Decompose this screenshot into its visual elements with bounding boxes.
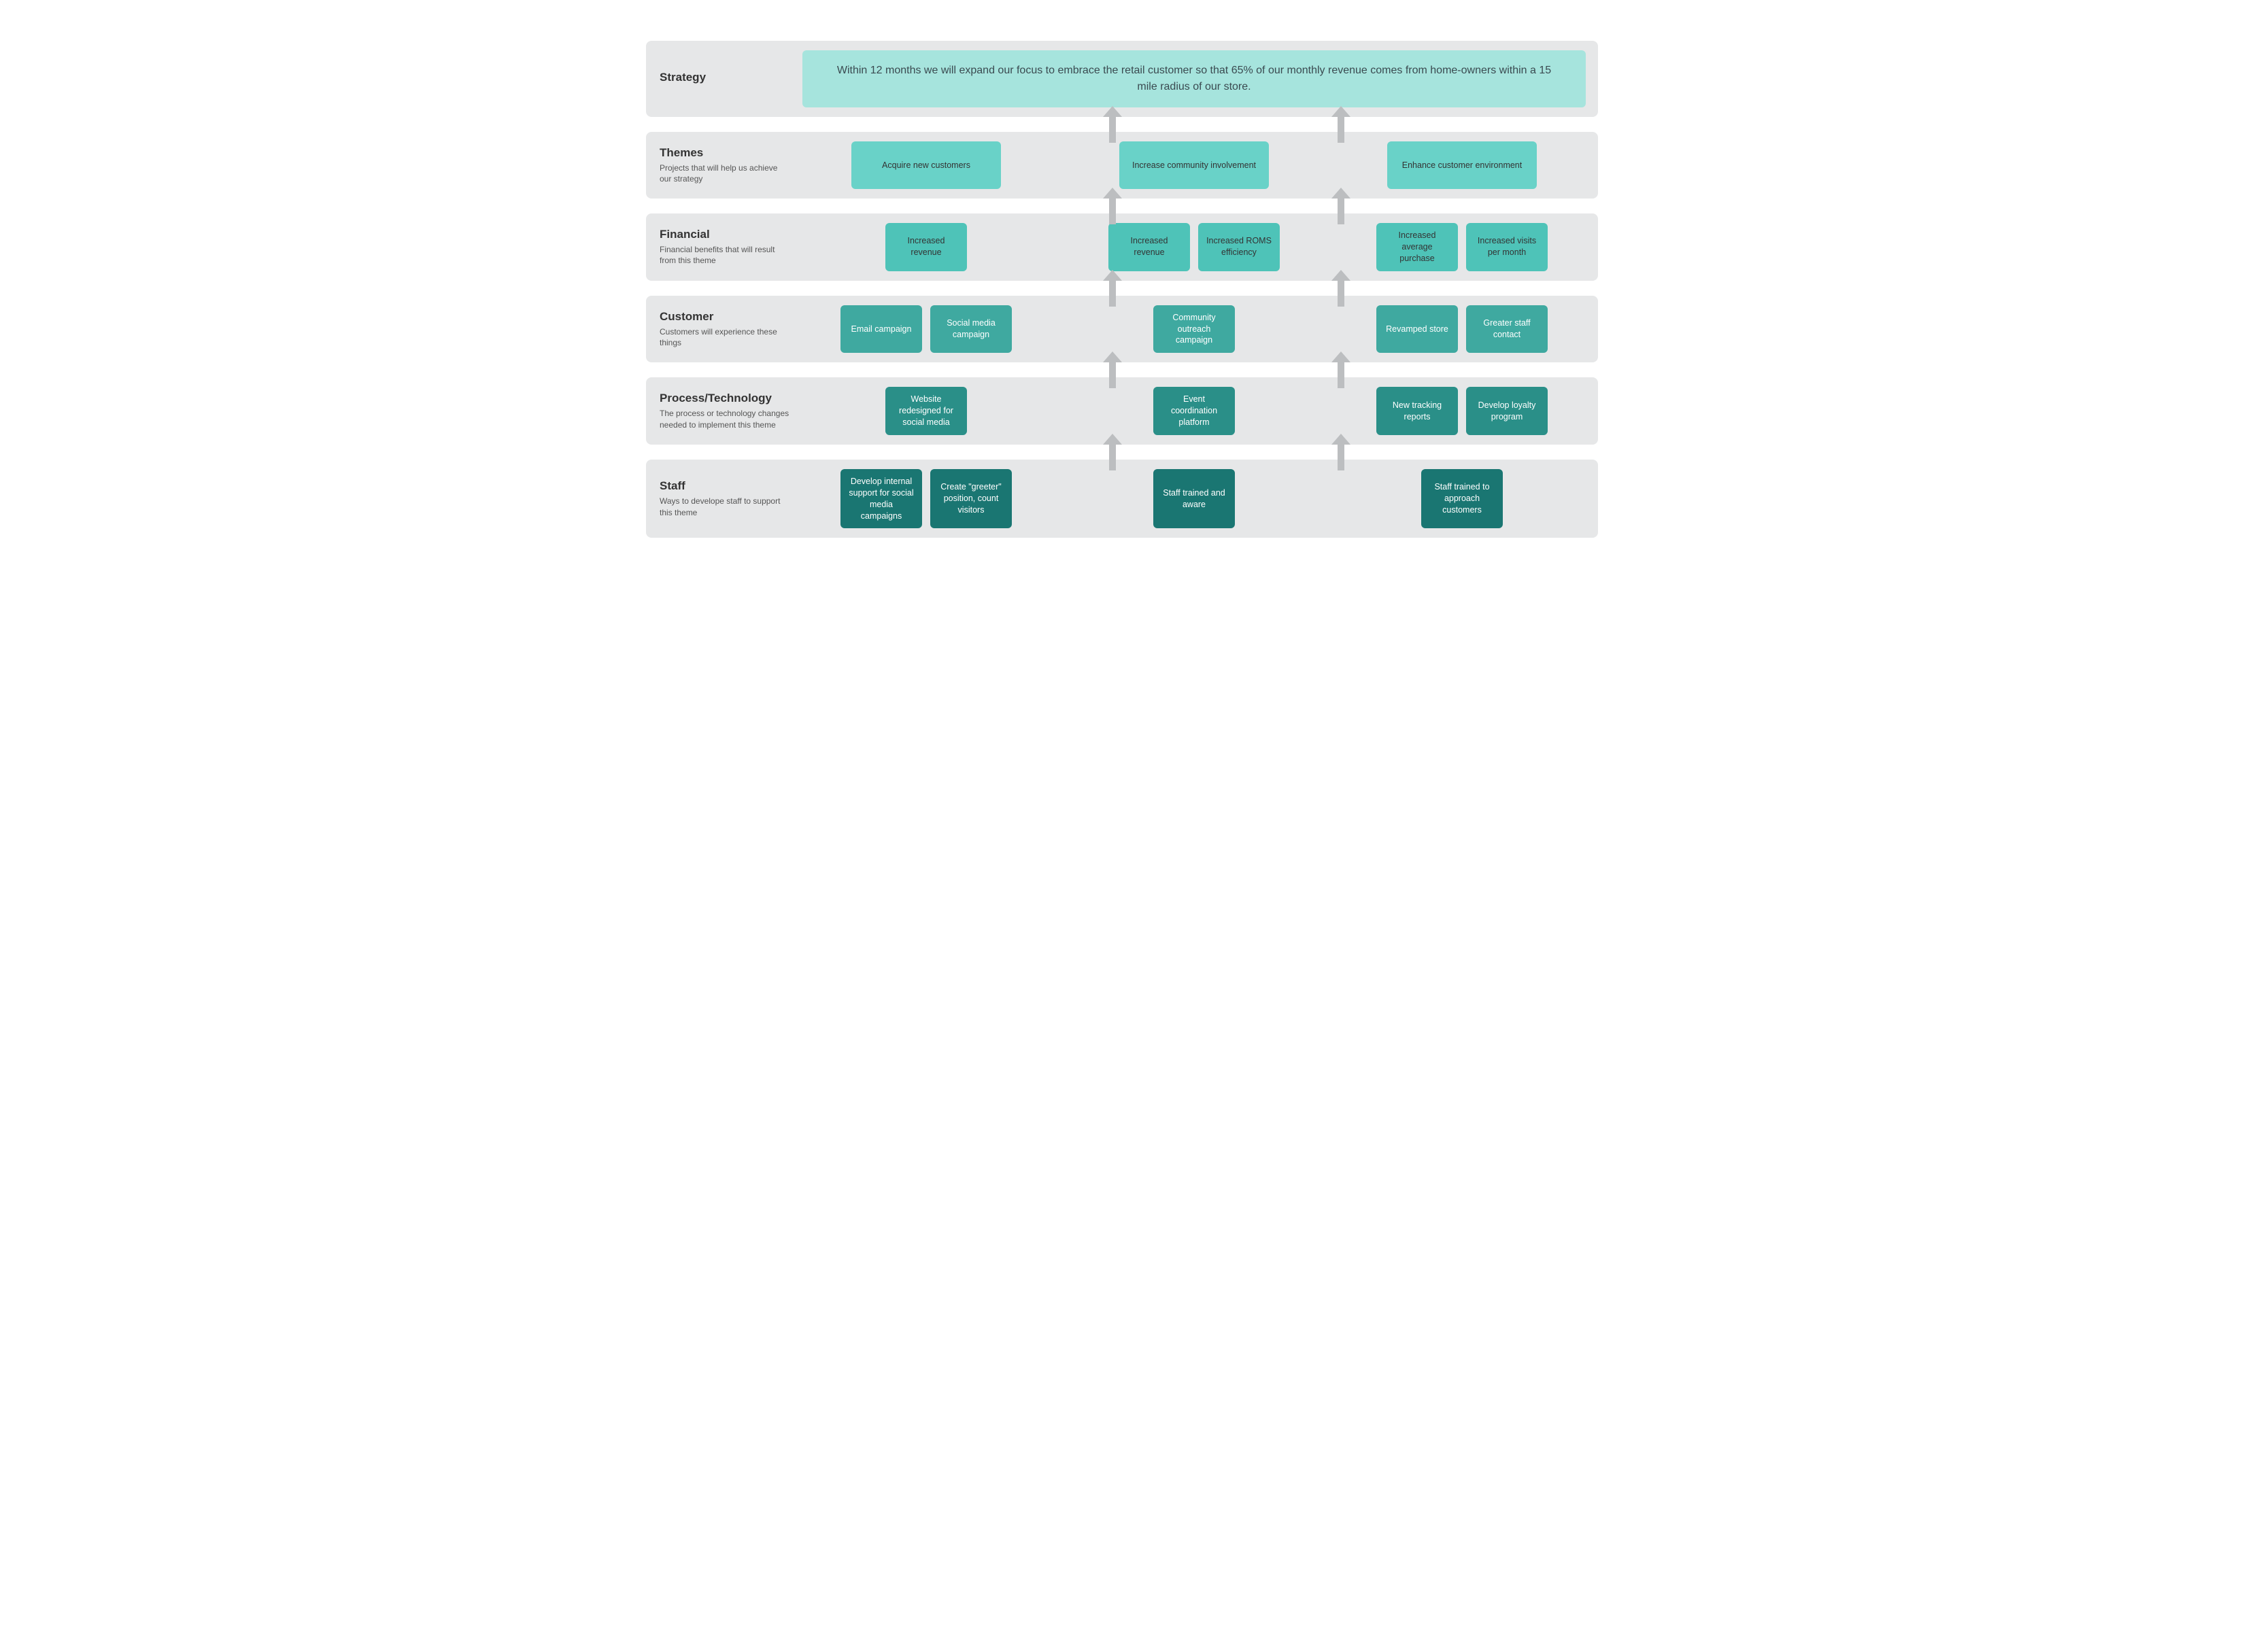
row-subtitle: Customers will experience these things	[660, 326, 790, 348]
row-content: Website redesigned for social media Event…	[802, 377, 1598, 445]
card: Increase community involvement	[1119, 141, 1269, 189]
card: Increased visits per month	[1466, 223, 1548, 271]
row-subtitle: Projects that will help us achieve our s…	[660, 162, 790, 184]
row-title: Customer	[660, 310, 790, 324]
card: Develop loyalty program	[1466, 387, 1548, 435]
card: Increased ROMS efficiency	[1198, 223, 1280, 271]
row-label: Staff Ways to develope staff to support t…	[646, 460, 802, 538]
row-label: Themes Projects that will help us achieve…	[646, 132, 802, 199]
card: Greater staff contact	[1466, 305, 1548, 354]
row-title: Process/Technology	[660, 392, 790, 405]
card: Community outreach campaign	[1153, 305, 1235, 354]
strategy-card: Within 12 months we will expand our focu…	[802, 50, 1586, 107]
card: Social media campaign	[930, 305, 1012, 354]
row-subtitle: Ways to develope staff to support this t…	[660, 496, 790, 517]
column-1: Increased revenueIncreased ROMS efficien…	[1070, 223, 1318, 271]
row-subtitle: The process or technology changes needed…	[660, 408, 790, 430]
card: Email campaign	[840, 305, 922, 354]
row-title: Staff	[660, 479, 790, 493]
column-0: Email campaignSocial media campaign	[802, 305, 1050, 354]
column-0: Website redesigned for social media	[802, 387, 1050, 435]
row-title: Themes	[660, 146, 790, 160]
column-1: Community outreach campaign	[1070, 305, 1318, 354]
row-staff: Staff Ways to develope staff to support t…	[646, 460, 1598, 538]
column-1: Increase community involvement	[1070, 141, 1318, 189]
row-content: Email campaignSocial media campaign Commu…	[802, 296, 1598, 363]
card: Develop internal support for social medi…	[840, 469, 922, 529]
column-0: Increased revenue	[802, 223, 1050, 271]
column-1: Staff trained and aware	[1070, 469, 1318, 529]
column-2: Staff trained to approach customers	[1338, 469, 1586, 529]
row-strategy: Strategy Within 12 months we will expand …	[646, 41, 1598, 117]
card: New tracking reports	[1376, 387, 1458, 435]
column-2: Enhance customer environment	[1338, 141, 1586, 189]
card: Increased revenue	[1108, 223, 1190, 271]
row-title: Strategy	[660, 71, 790, 84]
row-content: Acquire new customers Increase community …	[802, 132, 1598, 199]
column-0: Acquire new customers	[802, 141, 1050, 189]
row-financial: Financial Financial benefits that will re…	[646, 213, 1598, 281]
card: Create "greeter" position, count visitor…	[930, 469, 1012, 529]
card: Staff trained to approach customers	[1421, 469, 1503, 529]
card: Revamped store	[1376, 305, 1458, 354]
column-2: New tracking reportsDevelop loyalty prog…	[1338, 387, 1586, 435]
column-0: Develop internal support for social medi…	[802, 469, 1050, 529]
card: Staff trained and aware	[1153, 469, 1235, 529]
column-2: Revamped storeGreater staff contact	[1338, 305, 1586, 354]
strategy-map-diagram: Strategy Within 12 months we will expand …	[646, 41, 1598, 538]
row-label: Customer Customers will experience these …	[646, 296, 802, 363]
card: Website redesigned for social media	[885, 387, 967, 435]
row-process: Process/Technology The process or technol…	[646, 377, 1598, 445]
card: Acquire new customers	[851, 141, 1001, 189]
row-title: Financial	[660, 228, 790, 241]
card: Event coordination platform	[1153, 387, 1235, 435]
card: Increased average purchase	[1376, 223, 1458, 271]
row-customer: Customer Customers will experience these …	[646, 296, 1598, 363]
row-label: Strategy	[646, 41, 802, 117]
column-1: Event coordination platform	[1070, 387, 1318, 435]
card: Enhance customer environment	[1387, 141, 1537, 189]
row-label: Process/Technology The process or technol…	[646, 377, 802, 445]
row-subtitle: Financial benefits that will result from…	[660, 244, 790, 266]
strategy-content: Within 12 months we will expand our focu…	[802, 41, 1598, 117]
row-content: Increased revenueIncreased revenueIncrea…	[802, 213, 1598, 281]
card: Increased revenue	[885, 223, 967, 271]
row-content: Develop internal support for social medi…	[802, 460, 1598, 538]
row-label: Financial Financial benefits that will re…	[646, 213, 802, 281]
row-themes: Themes Projects that will help us achieve…	[646, 132, 1598, 199]
column-2: Increased average purchaseIncreased visi…	[1338, 223, 1586, 271]
